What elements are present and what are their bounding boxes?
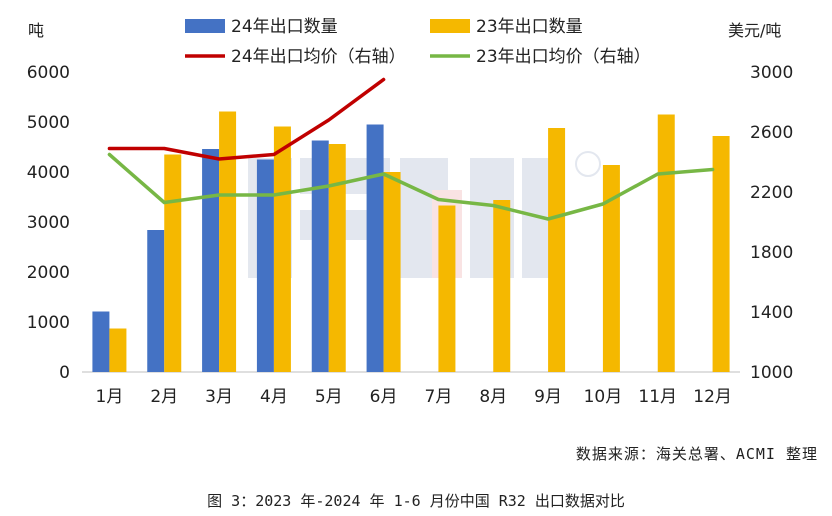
legend-label: 24年出口数量 (231, 17, 338, 37)
bar (219, 111, 237, 372)
bar (311, 140, 329, 372)
series-line (107, 152, 715, 221)
x-tick-label: 2月 (150, 387, 178, 407)
x-tick-label: 10月 (584, 387, 623, 407)
axes: 0 1000 2000 3000 4000 5000 6000 1000 1400 1800 220… (27, 63, 794, 407)
series-line (107, 77, 386, 161)
bar (366, 124, 384, 372)
x-tick-label: 8月 (479, 387, 507, 407)
bar (712, 136, 730, 372)
watermark-logo (248, 151, 601, 278)
right-y-tick-label: 1000 (750, 363, 793, 383)
bar (602, 165, 620, 372)
left-y-tick-label: 1000 (27, 313, 70, 333)
bar (256, 159, 274, 372)
left-y-tick-label: 2000 (27, 263, 70, 283)
lines (107, 77, 715, 221)
right-y-tick-label: 2600 (750, 123, 793, 143)
bar (109, 328, 127, 372)
right-axis-unit-label: 美元/吨 (728, 21, 781, 40)
x-tick-label: 3月 (205, 387, 233, 407)
left-y-tick-label: 3000 (27, 213, 70, 233)
bar (164, 154, 182, 372)
bar (147, 230, 165, 372)
x-tick-label: 11月 (638, 387, 677, 407)
bar (493, 200, 511, 372)
legend-swatch (185, 19, 225, 33)
right-y-tick-label: 3000 (750, 63, 793, 83)
legend-label: 23年出口均价（右轴） (476, 47, 651, 67)
left-axis-unit-label: 吨 (28, 21, 44, 40)
right-y-tick-label: 2200 (750, 183, 793, 203)
bar (202, 149, 220, 372)
legend: 24年出口数量 23年出口数量 24年出口均价（右轴） 23年出口均价（右轴） (185, 17, 651, 67)
x-tick-label: 4月 (260, 387, 288, 407)
bar (548, 128, 566, 372)
left-y-tick-label: 0 (59, 363, 70, 383)
bar (383, 172, 401, 372)
left-y-tick-label: 5000 (27, 113, 70, 133)
left-y-tick-label: 4000 (27, 163, 70, 183)
x-tick-label: 5月 (315, 387, 343, 407)
figure-caption: 图 3：2023 年-2024 年 1-6 月份中国 R32 出口数据对比 (207, 492, 625, 510)
legend-label: 23年出口数量 (476, 17, 583, 37)
x-tick-label: 1月 (96, 387, 124, 407)
x-tick-label: 9月 (534, 387, 562, 407)
bars (92, 111, 730, 372)
bar (92, 311, 110, 372)
bar (328, 144, 346, 372)
bar (438, 205, 456, 372)
bar (657, 114, 675, 372)
legend-swatch (430, 19, 470, 33)
x-tick-label: 12月 (693, 387, 732, 407)
x-tick-label: 7月 (425, 387, 453, 407)
left-y-tick-label: 6000 (27, 63, 70, 83)
bar (273, 126, 291, 372)
legend-label: 24年出口均价（右轴） (231, 47, 406, 67)
right-y-tick-label: 1400 (750, 303, 793, 323)
right-y-tick-label: 1800 (750, 243, 793, 263)
data-source-note: 数据来源：海关总署、ACMI 整理 (575, 445, 818, 463)
x-tick-label: 6月 (370, 387, 398, 407)
